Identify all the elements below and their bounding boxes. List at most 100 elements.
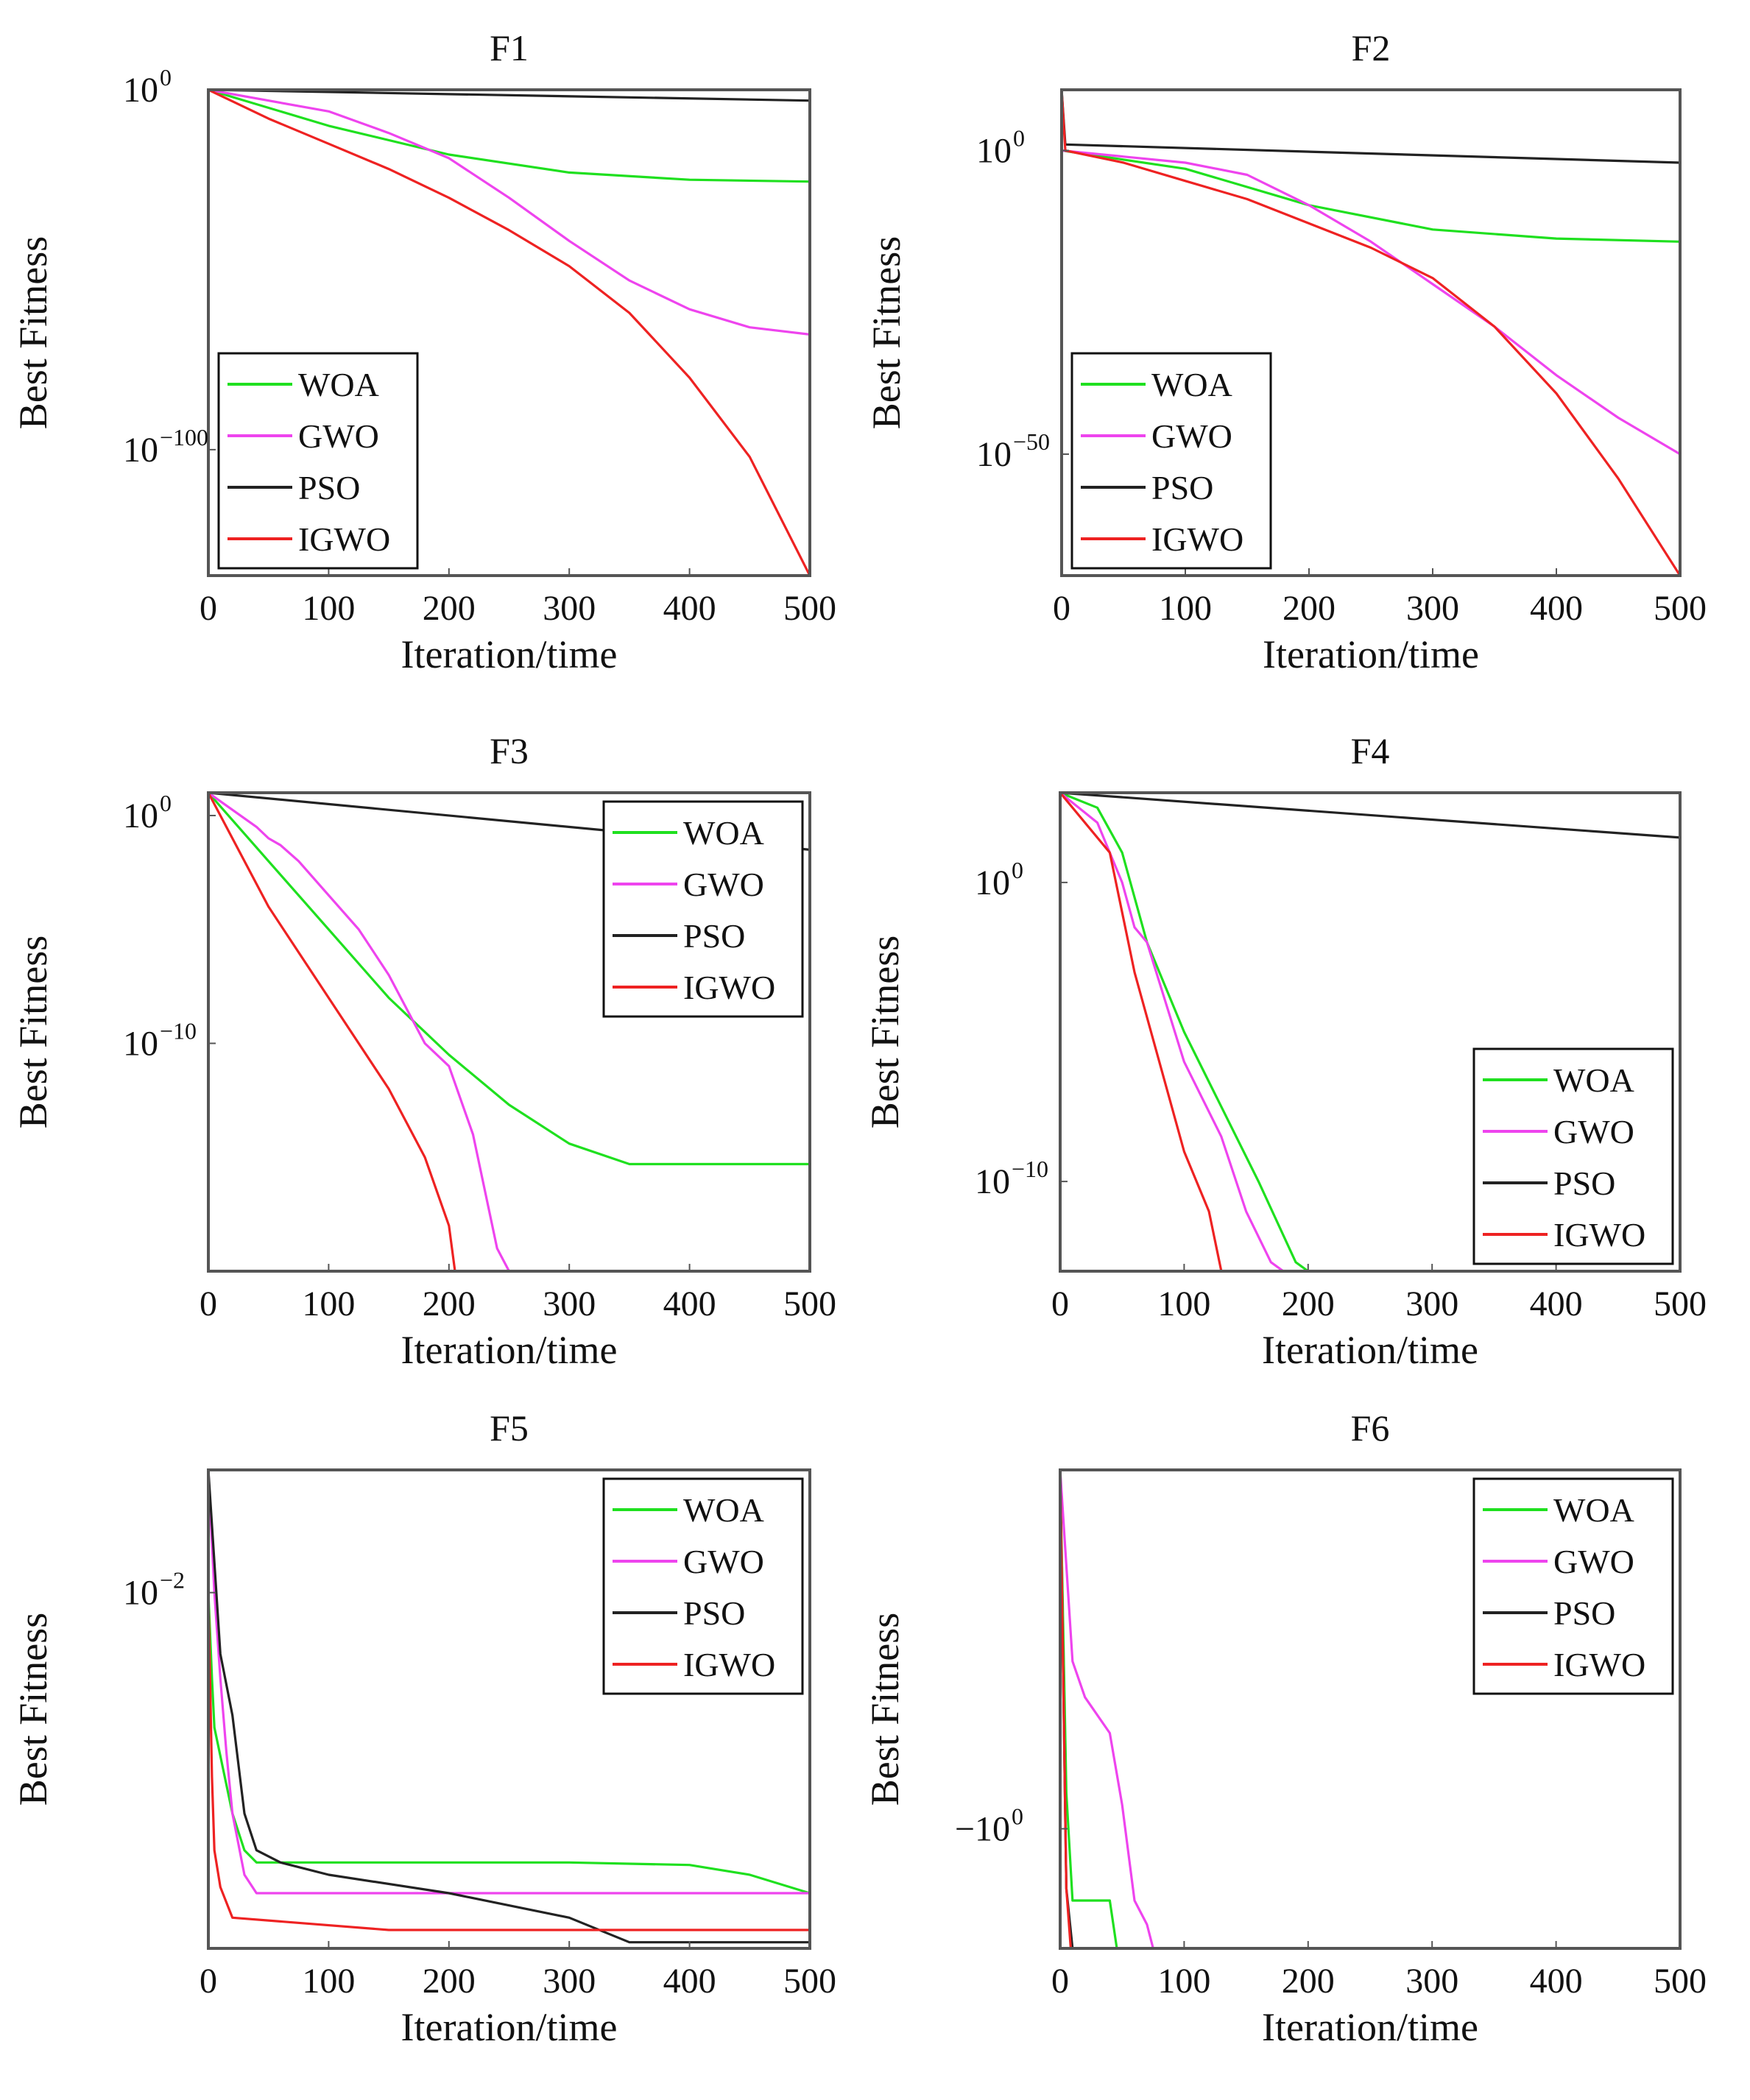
x-tick-label: 100 [302,1284,355,1323]
y-tick-label: 10 −2 [123,1567,185,1613]
axes-frame [207,791,811,1273]
x-tick-label: 300 [1406,589,1459,628]
legend-label-igwo: IGWO [1553,1646,1645,1683]
legend-label-woa: WOA [1151,366,1232,403]
x-tick-label: 300 [1405,1284,1458,1323]
chart-title: F6 [1351,1407,1390,1449]
axes-frame [1060,88,1682,577]
x-tick-label: 0 [200,1284,217,1323]
y-tick-label: 10 0 [976,125,1025,171]
y-tick-exponent: 0 [1012,1803,1023,1830]
y-tick-label: 10 −50 [976,428,1050,474]
x-tick-label: 500 [1654,1962,1707,2001]
x-tick-label: 200 [1282,1962,1335,2001]
legend-label-gwo: GWO [298,417,379,455]
x-tick-label: 500 [783,1962,836,2001]
y-tick-exponent: 0 [160,790,172,816]
series-line-woa [208,90,810,183]
x-tick-label: 400 [663,1962,716,2001]
legend-label-igwo: IGWO [1151,520,1243,558]
x-tick-label: 400 [1530,1284,1583,1323]
legend-label-igwo: IGWO [683,969,775,1006]
y-tick-base: 10 [123,1574,158,1613]
x-tick-label: 400 [663,589,716,628]
legend-label-gwo: GWO [1151,417,1232,455]
series-line-gwo [208,1470,810,1895]
legend: WOA GWO PSO IGWO [1472,1477,1674,1695]
y-axis-label: Best Fitness [863,1613,907,1806]
series-line-igwo [208,90,810,576]
x-axis-label: Iteration/time [1262,1328,1478,1372]
series-line-woa [208,793,810,1166]
legend-box [217,352,419,570]
legend-label-gwo: GWO [683,1543,764,1580]
legend-label-pso: PSO [1151,469,1213,506]
series-line-igwo [1060,793,1680,1271]
axes-frame [1059,1468,1682,1950]
axes-frame [207,88,811,577]
legend-box [1472,1477,1674,1695]
x-tick-label: 100 [302,1962,355,2001]
legend-box [602,800,804,1018]
y-tick-exponent: −2 [160,1567,185,1594]
y-tick-label: 10 0 [123,64,172,110]
chart-title: F3 [490,730,529,771]
chart-f5: F5 0 100 200 300 400 500 10 −2 Iteration/time Best… [11,1407,836,2049]
x-tick-label: 0 [1053,589,1070,628]
legend: WOA GWO PSO IGWO [602,800,804,1018]
x-tick-label: 100 [1157,1962,1210,2001]
legend-label-igwo: IGWO [683,1646,775,1683]
x-tick-label: 400 [1530,1962,1583,2001]
y-tick-exponent: 0 [1013,125,1025,152]
axes-frame [207,1468,811,1950]
x-axis-label: Iteration/time [401,1328,618,1372]
series-line-pso [1060,793,1680,839]
legend-box [1472,1047,1674,1265]
x-tick-label: 500 [783,589,836,628]
x-tick-label: 200 [423,1962,476,2001]
chart-title: F1 [490,27,529,68]
y-tick-base: −10 [955,1810,1010,1849]
x-tick-label: 400 [663,1284,716,1323]
legend-label-pso: PSO [1553,1164,1615,1202]
x-axis-label: Iteration/time [1263,632,1479,676]
y-tick-label: −10 0 [955,1803,1023,1849]
y-tick-base: 10 [975,863,1010,902]
x-tick-label: 300 [543,1962,596,2001]
legend-label-gwo: GWO [683,866,764,903]
x-tick-label: 300 [543,589,596,628]
legend-label-pso: PSO [1553,1594,1615,1632]
x-tick-label: 500 [783,1284,836,1323]
legend-box [602,1477,804,1695]
series-line-gwo [1060,1470,1154,1948]
y-tick-label: 10 −10 [123,1017,197,1063]
legend-label-pso: PSO [298,469,360,506]
series-line-pso [208,1470,810,1944]
legend-label-woa: WOA [298,366,379,403]
series-line-igwo [1062,90,1680,576]
y-tick-label: 10 −10 [975,1156,1048,1201]
y-tick-base: 10 [976,435,1012,474]
series-line-pso [1060,1470,1075,1948]
series-line-igwo [208,793,810,1271]
x-axis-label: Iteration/time [401,632,618,676]
legend-label-woa: WOA [683,814,764,852]
y-axis-label: Best Fitness [863,936,907,1129]
y-tick-base: 10 [976,132,1012,171]
y-tick-exponent: −50 [1013,428,1050,455]
series-line-woa [208,1592,810,1895]
x-tick-label: 400 [1530,589,1583,628]
legend-label-gwo: GWO [1553,1543,1634,1580]
x-tick-label: 300 [1405,1962,1458,2001]
y-tick-base: 10 [123,1024,158,1063]
x-tick-label: 200 [1282,1284,1335,1323]
x-tick-label: 500 [1654,1284,1707,1323]
series-line-woa [1062,149,1680,243]
y-tick-exponent: 0 [160,64,172,91]
chart-f6: F60 100 200 300 400 500−10 0Iteration/timeBest… [863,1407,1707,2049]
x-axis-label: Iteration/time [401,2005,618,2049]
x-tick-label: 200 [423,589,476,628]
